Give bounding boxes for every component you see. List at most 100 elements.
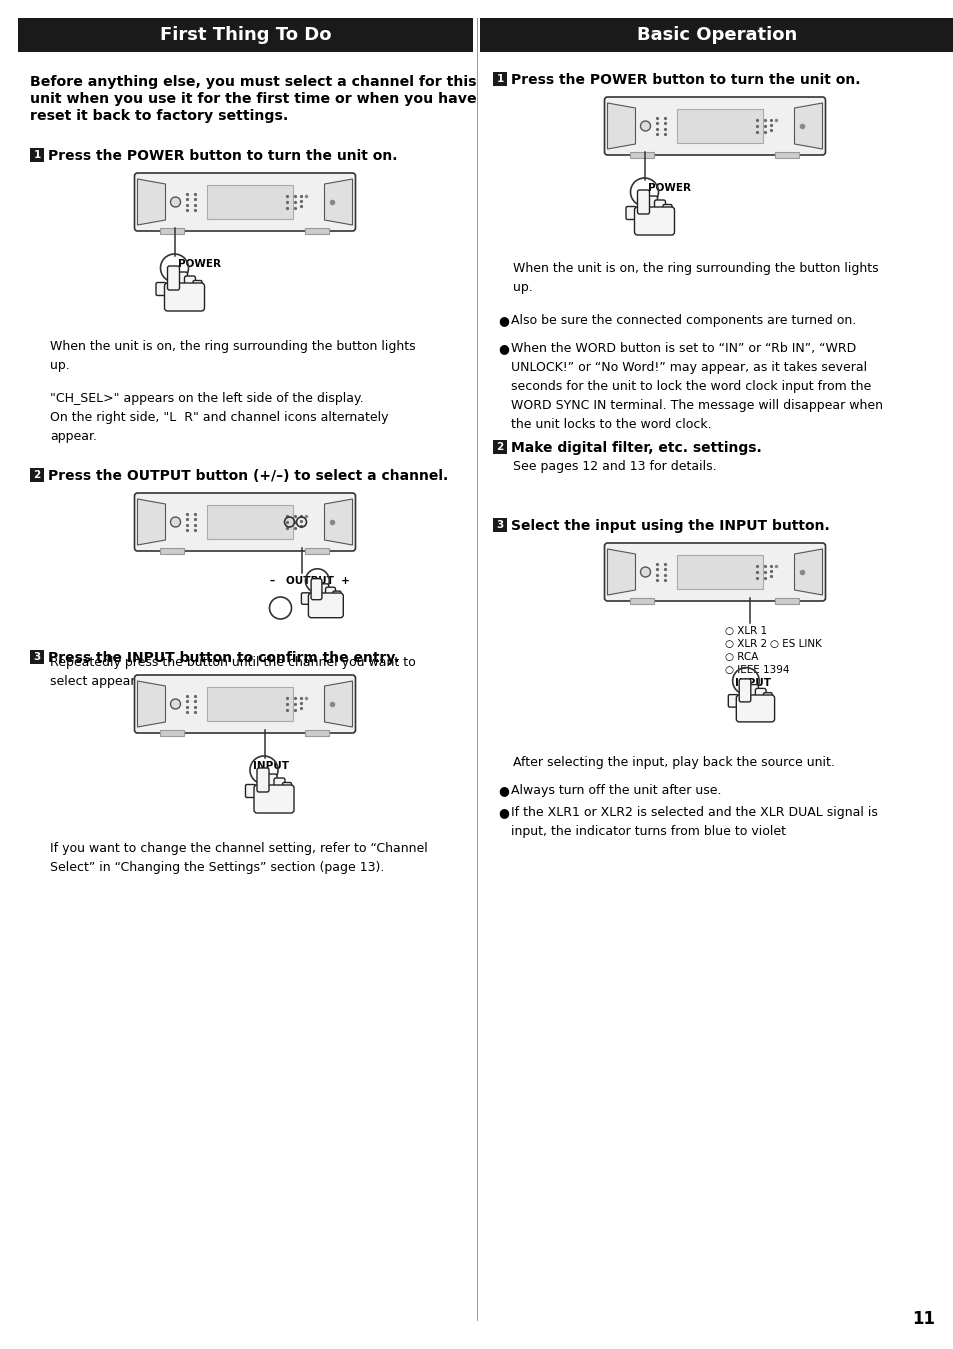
FancyBboxPatch shape	[134, 492, 355, 550]
Text: If the XLR1 or XLR2 is selected and the XLR DUAL signal is
input, the indicator : If the XLR1 or XLR2 is selected and the …	[511, 805, 877, 838]
Polygon shape	[607, 103, 635, 148]
FancyBboxPatch shape	[736, 695, 774, 722]
Text: ●: ●	[497, 343, 508, 355]
Text: ●: ●	[497, 784, 508, 797]
FancyBboxPatch shape	[634, 206, 674, 235]
Text: ○ RCA: ○ RCA	[724, 652, 758, 662]
FancyBboxPatch shape	[176, 272, 188, 291]
Text: unit when you use it for the first time or when you have: unit when you use it for the first time …	[30, 92, 476, 107]
Text: 2: 2	[496, 442, 503, 452]
Text: ○ XLR 1: ○ XLR 1	[724, 626, 766, 635]
Text: Always turn off the unit after use.: Always turn off the unit after use.	[511, 784, 720, 797]
Bar	[208, 185, 294, 219]
Bar	[630, 152, 654, 158]
Bar	[160, 730, 184, 737]
Text: ●: ●	[497, 314, 508, 326]
Circle shape	[171, 517, 180, 527]
FancyBboxPatch shape	[274, 778, 285, 796]
Circle shape	[639, 567, 650, 577]
FancyBboxPatch shape	[168, 266, 179, 290]
Text: See pages 12 and 13 for details.: See pages 12 and 13 for details.	[513, 460, 716, 473]
Text: ○ ES LINK: ○ ES LINK	[769, 639, 821, 649]
FancyBboxPatch shape	[637, 190, 649, 214]
FancyBboxPatch shape	[318, 584, 329, 602]
Text: 3: 3	[33, 652, 41, 662]
Circle shape	[171, 699, 180, 710]
FancyBboxPatch shape	[245, 785, 255, 797]
FancyBboxPatch shape	[134, 674, 355, 733]
FancyBboxPatch shape	[311, 579, 321, 600]
Text: Press the INPUT button to confirm the entry.: Press the INPUT button to confirm the en…	[48, 652, 399, 665]
Text: 2: 2	[33, 469, 41, 480]
Text: POWER: POWER	[178, 259, 221, 268]
Polygon shape	[324, 681, 352, 727]
Text: Select the input using the INPUT button.: Select the input using the INPUT button.	[511, 519, 829, 533]
Bar	[493, 71, 506, 86]
FancyBboxPatch shape	[646, 196, 657, 216]
FancyBboxPatch shape	[308, 594, 343, 618]
Text: reset it back to factory settings.: reset it back to factory settings.	[30, 109, 288, 123]
Text: ○ XLR 2: ○ XLR 2	[724, 639, 766, 649]
Polygon shape	[137, 179, 165, 225]
Text: When the WORD button is set to “IN” or “Rb IN”, “WRD
UNLOCK!” or “No Word!” may : When the WORD button is set to “IN” or “…	[511, 343, 882, 430]
Text: Before anything else, you must select a channel for this: Before anything else, you must select a …	[30, 76, 476, 89]
Bar	[775, 598, 799, 604]
Polygon shape	[794, 549, 821, 595]
Text: First Thing To Do: First Thing To Do	[159, 26, 331, 45]
FancyBboxPatch shape	[333, 591, 340, 603]
Bar	[305, 730, 329, 737]
Bar	[493, 440, 506, 455]
Text: 1: 1	[33, 150, 41, 161]
Text: INPUT: INPUT	[734, 679, 770, 688]
Bar	[305, 548, 329, 554]
Bar	[30, 468, 44, 482]
Polygon shape	[137, 499, 165, 545]
FancyBboxPatch shape	[755, 688, 765, 706]
Polygon shape	[324, 179, 352, 225]
Polygon shape	[607, 549, 635, 595]
Text: 11: 11	[911, 1310, 934, 1327]
FancyBboxPatch shape	[282, 782, 292, 796]
Text: Press the POWER button to turn the unit on.: Press the POWER button to turn the unit …	[511, 73, 860, 86]
Bar	[493, 518, 506, 532]
Bar	[208, 688, 294, 720]
FancyBboxPatch shape	[253, 785, 294, 813]
FancyBboxPatch shape	[747, 684, 758, 704]
Text: If you want to change the channel setting, refer to “Channel
Select” in “Changin: If you want to change the channel settin…	[50, 842, 427, 874]
Text: ●: ●	[497, 805, 508, 819]
FancyBboxPatch shape	[625, 206, 636, 220]
FancyBboxPatch shape	[654, 200, 665, 219]
Bar	[479, 18, 953, 53]
Text: When the unit is on, the ring surrounding the button lights
up.: When the unit is on, the ring surroundin…	[513, 262, 878, 294]
Polygon shape	[794, 103, 821, 148]
Bar	[775, 152, 799, 158]
FancyBboxPatch shape	[739, 679, 750, 701]
Text: Press the POWER button to turn the unit on.: Press the POWER button to turn the unit …	[48, 148, 397, 163]
FancyBboxPatch shape	[727, 695, 738, 707]
FancyBboxPatch shape	[134, 173, 355, 231]
FancyBboxPatch shape	[156, 282, 166, 295]
FancyBboxPatch shape	[266, 774, 276, 795]
Bar	[160, 548, 184, 554]
Text: Make digital filter, etc. settings.: Make digital filter, etc. settings.	[511, 441, 760, 455]
Text: After selecting the input, play back the source unit.: After selecting the input, play back the…	[513, 755, 834, 769]
FancyBboxPatch shape	[184, 277, 195, 294]
FancyBboxPatch shape	[193, 281, 202, 294]
Text: Press the OUTPUT button (+/–) to select a channel.: Press the OUTPUT button (+/–) to select …	[48, 469, 448, 483]
FancyBboxPatch shape	[762, 692, 771, 706]
Text: Basic Operation: Basic Operation	[637, 26, 797, 45]
Text: Repeatedly press the button until the channel you want to
select appears on the : Repeatedly press the button until the ch…	[50, 656, 416, 688]
Circle shape	[171, 197, 180, 206]
FancyBboxPatch shape	[164, 283, 204, 312]
Text: ○ IEEE 1394: ○ IEEE 1394	[724, 665, 789, 674]
Text: Also be sure the connected components are turned on.: Also be sure the connected components ar…	[511, 314, 856, 326]
Bar	[208, 506, 294, 538]
Bar	[160, 228, 184, 233]
Text: "CH_SEL>" appears on the left side of the display.
On the right side, "L  R" and: "CH_SEL>" appears on the left side of th…	[50, 393, 388, 442]
FancyBboxPatch shape	[256, 768, 269, 792]
Text: 3: 3	[496, 519, 503, 530]
Text: INPUT: INPUT	[253, 761, 289, 772]
Bar	[305, 228, 329, 233]
FancyBboxPatch shape	[325, 587, 335, 603]
Text: When the unit is on, the ring surrounding the button lights
up.: When the unit is on, the ring surroundin…	[50, 340, 416, 372]
